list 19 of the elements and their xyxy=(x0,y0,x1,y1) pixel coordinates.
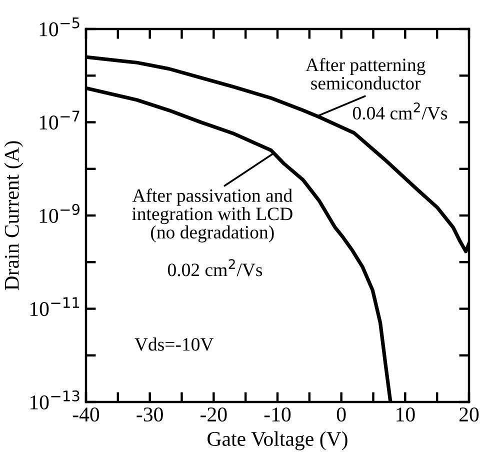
x-tick-label: 0 xyxy=(336,407,346,422)
x-axis-title: Gate Voltage (V) xyxy=(208,431,348,450)
y-tick-label: 10$^{−13}$ xyxy=(30,390,80,410)
x-tick-label: 20 xyxy=(460,407,479,422)
y-tick-label: 10$^{−9}$ xyxy=(40,204,80,223)
x-tick-label: -30 xyxy=(136,407,163,422)
annotation: After passivation and integration with LCD (no degradation) xyxy=(132,188,292,242)
x-tick-label: -10 xyxy=(264,407,291,422)
y-tick-label: 10$^{−11}$ xyxy=(30,297,80,316)
annotation: 0.04 cm$^{2}$/Vs xyxy=(352,102,448,120)
y-tick-label: 10$^{−5}$ xyxy=(40,18,80,36)
x-tick-label: -40 xyxy=(72,407,100,422)
y-axis-title: Drain Current (A) xyxy=(4,141,24,290)
x-tick-label: -20 xyxy=(200,407,227,422)
y-tick-label: 10$^{−7}$ xyxy=(40,110,80,130)
annotation: 0.02 cm$^{2}$/Vs xyxy=(168,259,262,276)
annotation: After patterning semiconductor xyxy=(306,58,426,90)
x-tick-label: 10 xyxy=(396,407,415,422)
annotation: Vds=-10V xyxy=(134,338,214,351)
